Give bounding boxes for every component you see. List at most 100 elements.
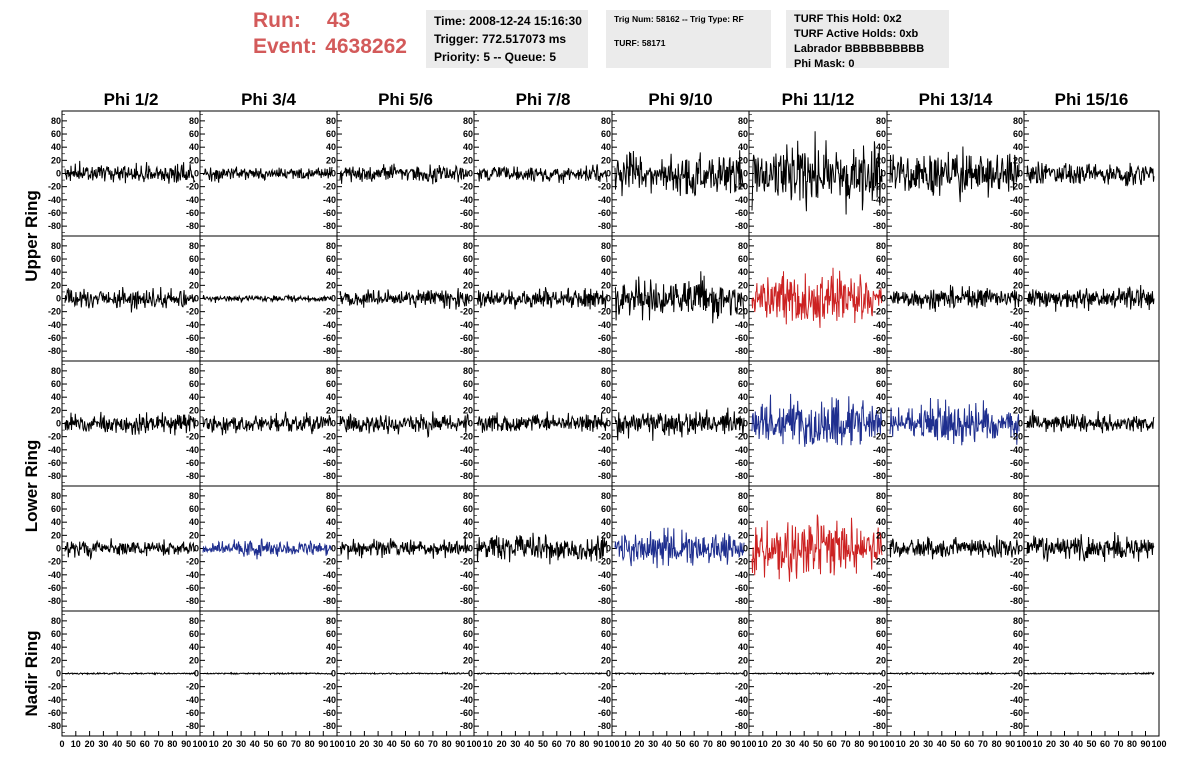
y-tick-label: 0: [194, 544, 199, 554]
y-tick-label: 60: [601, 504, 611, 514]
panel-r4-phi-1-2-waveform: [65, 671, 196, 676]
y-tick-label: 20: [601, 655, 611, 665]
y-tick-label: 80: [738, 491, 748, 501]
y-tick-label: -60: [48, 708, 61, 718]
y-tick-label: -20: [1010, 432, 1023, 442]
y-tick-label: -40: [323, 320, 336, 330]
y-tick-label: -20: [323, 182, 336, 192]
y-tick-label: -80: [598, 471, 611, 481]
y-tick-label: 60: [601, 629, 611, 639]
y-tick-label: -80: [598, 221, 611, 231]
y-tick-label: 40: [601, 642, 611, 652]
x-tick-label: 20: [634, 739, 644, 749]
y-tick-label: -80: [48, 221, 61, 231]
panel-r0-phi-9-10-waveform: [614, 150, 745, 197]
panel-r1-phi-5-6-waveform: [339, 288, 470, 310]
y-tick-label: -80: [48, 471, 61, 481]
panel-r2-phi-1-2-waveform: [64, 411, 196, 436]
y-tick-label: -20: [735, 557, 748, 567]
y-tick-label: 20: [51, 155, 61, 165]
y-tick-label: 20: [326, 155, 336, 165]
y-tick-label: 60: [463, 379, 473, 389]
y-tick-label: 40: [601, 517, 611, 527]
x-tick-label: 30: [373, 739, 383, 749]
y-tick-label: -20: [1010, 307, 1023, 317]
time-text: Time: 2008-12-24 15:16:30: [434, 14, 582, 28]
y-tick-label: -80: [735, 596, 748, 606]
y-tick-label: 80: [51, 616, 61, 626]
x-tick-label: 10: [758, 739, 768, 749]
y-tick-label: 20: [1013, 530, 1023, 540]
panel-r3-phi-13-14-waveform: [889, 535, 1020, 560]
y-tick-label: 60: [326, 379, 336, 389]
y-tick-label: 20: [51, 655, 61, 665]
turf-active-text: TURF Active Holds: 0xb: [794, 28, 919, 40]
trigger-time-text: Trigger: 772.517073 ms: [434, 32, 567, 46]
y-tick-label: 80: [601, 366, 611, 376]
panel-r2-phi-9-10-waveform: [614, 407, 745, 441]
turf-info-box: TURF This Hold: 0x2 TURF Active Holds: 0…: [786, 10, 949, 70]
y-tick-label: -40: [186, 695, 199, 705]
y-tick-label: -20: [1010, 182, 1023, 192]
y-tick-label: -80: [735, 721, 748, 731]
y-tick-label: -40: [735, 445, 748, 455]
y-tick-label: -60: [873, 708, 886, 718]
y-tick-label: 0: [56, 294, 61, 304]
panel-r2-phi-11-12-waveform: [751, 393, 883, 447]
y-tick-label: 0: [606, 294, 611, 304]
y-tick-label: -60: [735, 208, 748, 218]
x-tick-label: 100: [329, 739, 344, 749]
panel-r0-phi-1-2-waveform: [64, 160, 196, 184]
x-tick-label: 80: [167, 739, 177, 749]
y-tick-label: 60: [876, 629, 886, 639]
event-value: 4638262: [325, 35, 407, 58]
y-tick-label: -40: [1010, 445, 1023, 455]
y-tick-label: 80: [601, 616, 611, 626]
y-tick-label: -80: [735, 221, 748, 231]
y-tick-label: -20: [1010, 557, 1023, 567]
y-tick-label: -20: [186, 432, 199, 442]
y-tick-label: -20: [598, 432, 611, 442]
y-tick-label: -60: [735, 333, 748, 343]
y-tick-label: -60: [873, 333, 886, 343]
y-tick-label: -40: [460, 695, 473, 705]
x-tick-label: 90: [593, 739, 603, 749]
x-tick-label: 60: [277, 739, 287, 749]
y-tick-label: 0: [331, 419, 336, 429]
panel-r4-phi-5-6-waveform: [339, 671, 470, 676]
y-tick-label: 60: [876, 254, 886, 264]
y-tick-label: 60: [326, 629, 336, 639]
event-line: Event: 4638262: [253, 34, 407, 60]
y-tick-label: -40: [873, 320, 886, 330]
y-tick-label: -40: [1010, 695, 1023, 705]
x-tick-label: 40: [112, 739, 122, 749]
y-tick-label: -40: [323, 195, 336, 205]
y-tick-label: 80: [1013, 116, 1023, 126]
y-tick-label: 80: [189, 116, 199, 126]
y-tick-label: 60: [463, 129, 473, 139]
x-tick-label: 60: [1100, 739, 1110, 749]
y-tick-label: 20: [876, 155, 886, 165]
y-tick-label: -40: [1010, 570, 1023, 580]
y-tick-label: -20: [735, 432, 748, 442]
y-tick-label: -40: [598, 445, 611, 455]
y-tick-label: 60: [738, 504, 748, 514]
x-tick-label: 70: [841, 739, 851, 749]
y-tick-label: 60: [876, 504, 886, 514]
run-event-header: Run: 43 Event: 4638262: [253, 8, 407, 60]
x-tick-label: 90: [730, 739, 740, 749]
column-title-phi-9-10: Phi 9/10: [648, 90, 712, 109]
panel-r0-phi-13-14-waveform: [889, 146, 1020, 203]
y-tick-label: -80: [873, 471, 886, 481]
y-tick-label: 0: [606, 669, 611, 679]
y-tick-label: -60: [323, 333, 336, 343]
y-tick-label: -40: [598, 570, 611, 580]
y-tick-label: 20: [463, 280, 473, 290]
y-tick-label: -80: [48, 721, 61, 731]
y-tick-label: -80: [186, 596, 199, 606]
y-tick-label: 60: [51, 629, 61, 639]
y-tick-label: 60: [601, 129, 611, 139]
y-tick-label: -40: [1010, 320, 1023, 330]
y-tick-label: -80: [598, 721, 611, 731]
y-tick-label: 40: [463, 642, 473, 652]
